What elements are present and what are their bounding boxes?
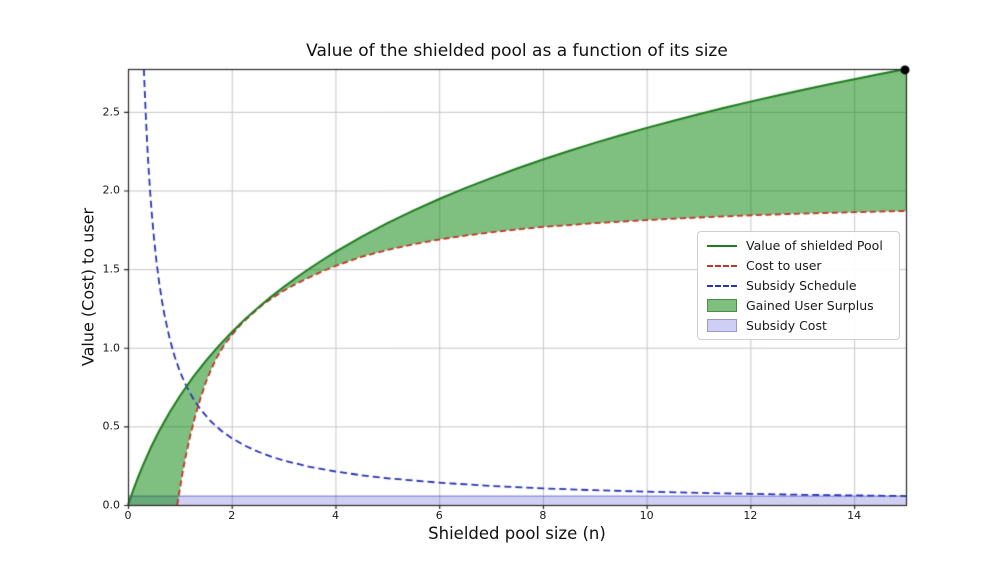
- x-tick-label: 12: [743, 509, 758, 522]
- lavender-patch-icon: [707, 319, 737, 332]
- legend-label: Subsidy Cost: [746, 318, 827, 333]
- legend-label: Value of shielded Pool: [746, 238, 883, 253]
- green-patch-icon: [707, 299, 737, 312]
- y-tick-label: 1.5: [102, 262, 121, 276]
- y-tick-label: 0.0: [102, 498, 121, 512]
- legend-item-cost: Cost to user: [707, 257, 890, 274]
- legend-item-subsidy-cost: Subsidy Cost: [707, 317, 890, 334]
- legend-label: Cost to user: [746, 258, 822, 273]
- x-tick-label: 0: [124, 509, 132, 522]
- chart-title: Value of the shielded pool as a function…: [306, 41, 728, 61]
- x-tick-label: 4: [331, 509, 339, 522]
- blue-dashed-line-icon: [707, 284, 737, 287]
- y-tick-label: 1.0: [102, 341, 121, 355]
- y-axis-label: Value (Cost) to user: [78, 207, 98, 367]
- y-tick-label: 2.5: [102, 105, 121, 119]
- y-tick-label: 0.5: [102, 419, 121, 433]
- legend-label: Subsidy Schedule: [746, 278, 857, 293]
- x-tick-label: 10: [639, 509, 654, 522]
- y-tick-label: 2.0: [102, 183, 121, 197]
- green-line-icon: [707, 244, 737, 247]
- x-tick-label: 2: [228, 509, 236, 522]
- legend-label: Gained User Surplus: [746, 298, 874, 313]
- legend-item-gained-surplus: Gained User Surplus: [707, 297, 890, 314]
- x-tick-label: 6: [435, 509, 443, 522]
- legend-item-value: Value of shielded Pool: [707, 237, 890, 254]
- x-axis-label: Shielded pool size (n): [428, 524, 606, 543]
- x-tick-label: 14: [847, 509, 862, 522]
- legend-item-subsidy-schedule: Subsidy Schedule: [707, 277, 890, 294]
- red-dashed-line-icon: [707, 264, 737, 267]
- legend: Value of shielded Pool Cost to user Subs…: [697, 231, 900, 340]
- x-tick-label: 8: [539, 509, 547, 522]
